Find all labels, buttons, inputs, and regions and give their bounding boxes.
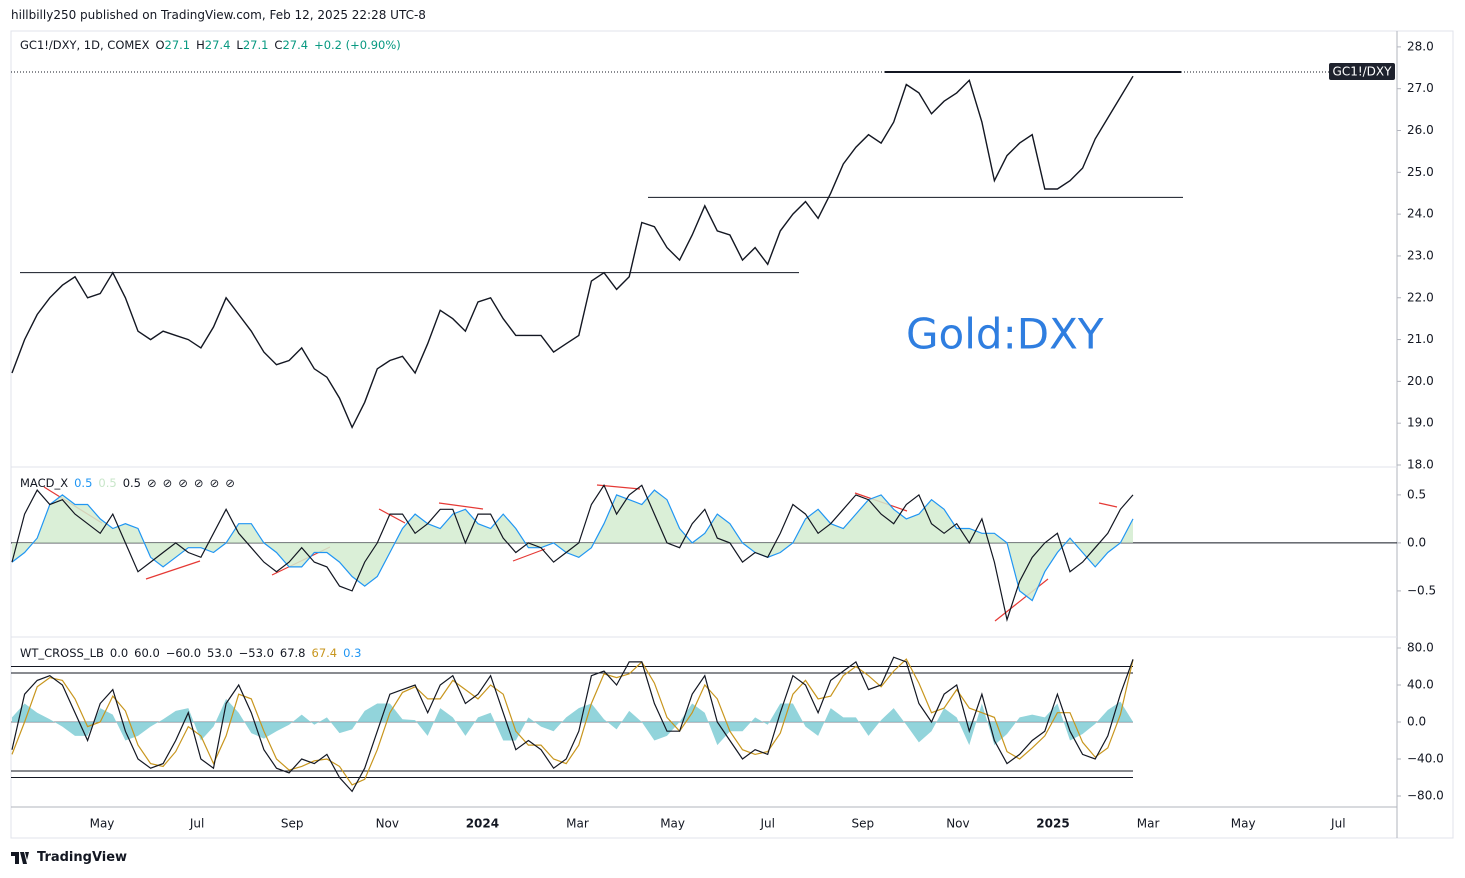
indicator-title: WT_CROSS_LB bbox=[20, 646, 104, 660]
publisher: hillbilly250 published on TradingView.co… bbox=[11, 8, 426, 22]
legend-value: 27.1 bbox=[164, 38, 191, 52]
legend-value: 27.4 bbox=[204, 38, 231, 52]
annotation: Gold:DXY bbox=[906, 310, 1104, 359]
y-tick-label: 24.0 bbox=[1407, 207, 1434, 221]
divergence-line bbox=[438, 502, 484, 510]
legend-value: 0.3 bbox=[343, 646, 362, 660]
legend-symbol: ⊘ bbox=[225, 476, 235, 490]
frame bbox=[10, 30, 1454, 839]
legend-item: O27.1 bbox=[155, 38, 190, 52]
y-tick-label: 40.0 bbox=[1407, 677, 1434, 691]
y-tick-label: 23.0 bbox=[1407, 248, 1434, 262]
y-tick-label: 0.5 bbox=[1407, 487, 1426, 501]
x-tick-label: Mar bbox=[1137, 817, 1160, 831]
brand: TradingView bbox=[37, 850, 128, 865]
x-tick-label: Nov bbox=[376, 817, 399, 831]
logo bbox=[11, 851, 29, 864]
legend-item: C27.4 bbox=[274, 38, 308, 52]
legend-value: −53.0 bbox=[238, 646, 274, 660]
y-tick-label: 26.0 bbox=[1407, 123, 1434, 137]
x-tick-label: Jul bbox=[1330, 817, 1345, 831]
y-tick-label: 19.0 bbox=[1407, 416, 1434, 430]
divergence-line bbox=[512, 548, 546, 562]
legend-value: −60.0 bbox=[165, 646, 202, 660]
y-tick-label: 25.0 bbox=[1407, 165, 1434, 179]
y-tick-label: 22.0 bbox=[1407, 290, 1434, 304]
legend: GC1!/DXY, 1D, COMEX O27.1 H27.4 L27.1 C27.4 +… bbox=[20, 38, 401, 52]
x-tick-label: 2024 bbox=[466, 817, 499, 831]
legend-symbol: ⊘ bbox=[147, 476, 157, 490]
series-line bbox=[11, 658, 1134, 786]
x-tick-label: Nov bbox=[946, 817, 969, 831]
legend-value: 0.5 bbox=[98, 476, 117, 490]
y-tick-label: 20.0 bbox=[1407, 374, 1434, 388]
series-line bbox=[11, 484, 1134, 622]
y-tick-label: 80.0 bbox=[1407, 640, 1434, 654]
legend: MACD_X 0.5 0.5 0.5 ⊘ ⊘ ⊘ ⊘ ⊘ ⊘ bbox=[20, 476, 235, 490]
footer: TradingView bbox=[11, 850, 127, 865]
last-price-badge bbox=[1329, 62, 1395, 80]
y-tick-label: 28.0 bbox=[1407, 39, 1434, 53]
divergence-line bbox=[145, 560, 201, 580]
legend-value: 60.0 bbox=[134, 646, 160, 660]
area bbox=[12, 490, 1133, 601]
x-tick-label: Mar bbox=[566, 817, 589, 831]
legend-key: O bbox=[155, 38, 165, 52]
legend: WT_CROSS_LB 0.0 60.0 −60.0 53.0 −53.0 67.8 67.4… bbox=[20, 646, 361, 660]
y-tick-label: −80.0 bbox=[1407, 788, 1444, 802]
legend-key: L bbox=[236, 38, 243, 52]
legend-symbol: ⊘ bbox=[193, 476, 204, 490]
legend-symbol: ⊘ bbox=[162, 476, 173, 490]
x-tick-label: Sep bbox=[851, 817, 874, 831]
legend-item: H27.4 bbox=[196, 38, 230, 52]
last-price-label: GC1!/DXY bbox=[1333, 64, 1393, 78]
legend-symbol: ⊘ bbox=[209, 476, 220, 490]
series-line bbox=[11, 489, 1134, 602]
area bbox=[12, 698, 1133, 746]
legend-symbol: ⊘ bbox=[178, 476, 188, 490]
y-tick-label: 18.0 bbox=[1407, 458, 1434, 472]
x-tick-label: May bbox=[660, 817, 685, 831]
y-tick-label: 0.0 bbox=[1407, 714, 1426, 728]
divergence-line bbox=[1098, 502, 1118, 508]
legend-value: 27.1 bbox=[242, 38, 269, 52]
legend-value: 53.0 bbox=[207, 646, 233, 660]
y-tick-label: −40.0 bbox=[1407, 751, 1444, 765]
legend-value: 27.4 bbox=[282, 38, 309, 52]
series-line bbox=[11, 656, 1134, 793]
legend-value: 0.0 bbox=[109, 646, 129, 660]
legend-value: 67.4 bbox=[311, 646, 338, 660]
legend-change: +0.2 (+0.90%) bbox=[314, 38, 401, 52]
indicator-title: MACD_X bbox=[20, 476, 69, 490]
y-tick-label: 0.0 bbox=[1407, 535, 1426, 549]
indicator-title: GC1!/DXY, 1D, COMEX bbox=[20, 38, 150, 52]
x-tick-label: Jul bbox=[759, 817, 774, 831]
legend-item: L27.1 bbox=[236, 38, 268, 52]
y-tick-label: −0.5 bbox=[1407, 583, 1436, 597]
legend-key: H bbox=[196, 38, 205, 52]
legend-value: 0.5 bbox=[74, 476, 93, 490]
y-tick-label: 27.0 bbox=[1407, 81, 1434, 95]
x-tick-label: 2025 bbox=[1036, 817, 1069, 831]
divergence-line bbox=[378, 508, 406, 524]
legend-value: 0.5 bbox=[122, 476, 141, 490]
y-tick-label: 21.0 bbox=[1407, 332, 1434, 346]
x-tick-label: Jul bbox=[189, 817, 204, 831]
x-tick-label: May bbox=[1231, 817, 1256, 831]
legend-value: 67.8 bbox=[279, 646, 306, 660]
x-tick-label: May bbox=[90, 817, 115, 831]
x-tick-label: Sep bbox=[281, 817, 304, 831]
legend-key: C bbox=[274, 38, 283, 52]
series-line bbox=[11, 75, 1134, 430]
